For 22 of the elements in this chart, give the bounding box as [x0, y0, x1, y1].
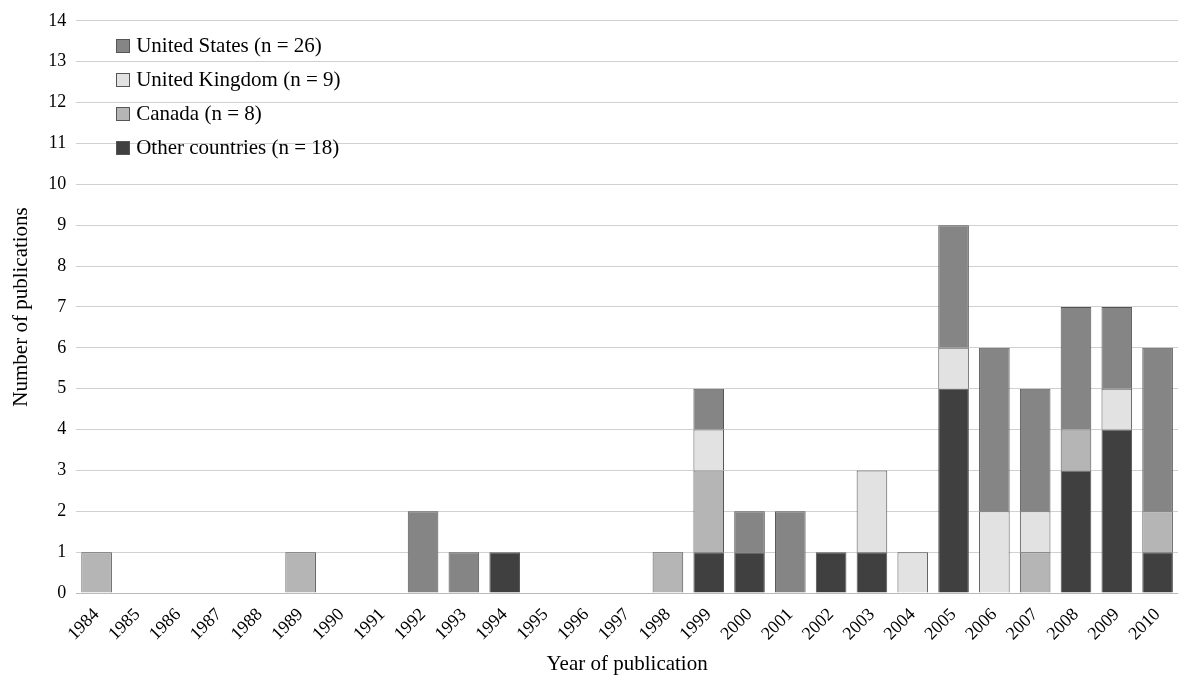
- y-tick-label: 8: [57, 254, 67, 275]
- legend-label: United States (n = 26): [136, 33, 322, 59]
- legend-label: Canada (n = 8): [136, 101, 262, 127]
- y-axis-title: Number of publications: [8, 207, 33, 407]
- legend-label: United Kingdom (n = 9): [136, 67, 341, 93]
- y-tick-label: 13: [48, 50, 67, 71]
- y-tick-label: 6: [57, 336, 67, 357]
- y-tick-label: 14: [48, 9, 67, 30]
- x-axis-title: Year of publication: [546, 650, 709, 675]
- x-tick-label: 1993: [430, 603, 471, 644]
- y-tick-label: 5: [57, 377, 67, 398]
- y-tick-label: 10: [48, 173, 67, 194]
- y-tick-label: 0: [57, 581, 67, 602]
- y-tick-label: 2: [57, 500, 67, 521]
- y-tick-label: 7: [57, 295, 67, 316]
- y-tick-label: 1: [57, 540, 67, 561]
- legend-label: Other countries (n = 18): [136, 135, 340, 161]
- y-tick-label: 11: [48, 132, 67, 153]
- y-tick-label: 4: [57, 418, 67, 439]
- y-tick-label: 12: [48, 91, 67, 112]
- y-tick-label: 3: [57, 459, 67, 480]
- y-tick-label: 9: [57, 213, 67, 234]
